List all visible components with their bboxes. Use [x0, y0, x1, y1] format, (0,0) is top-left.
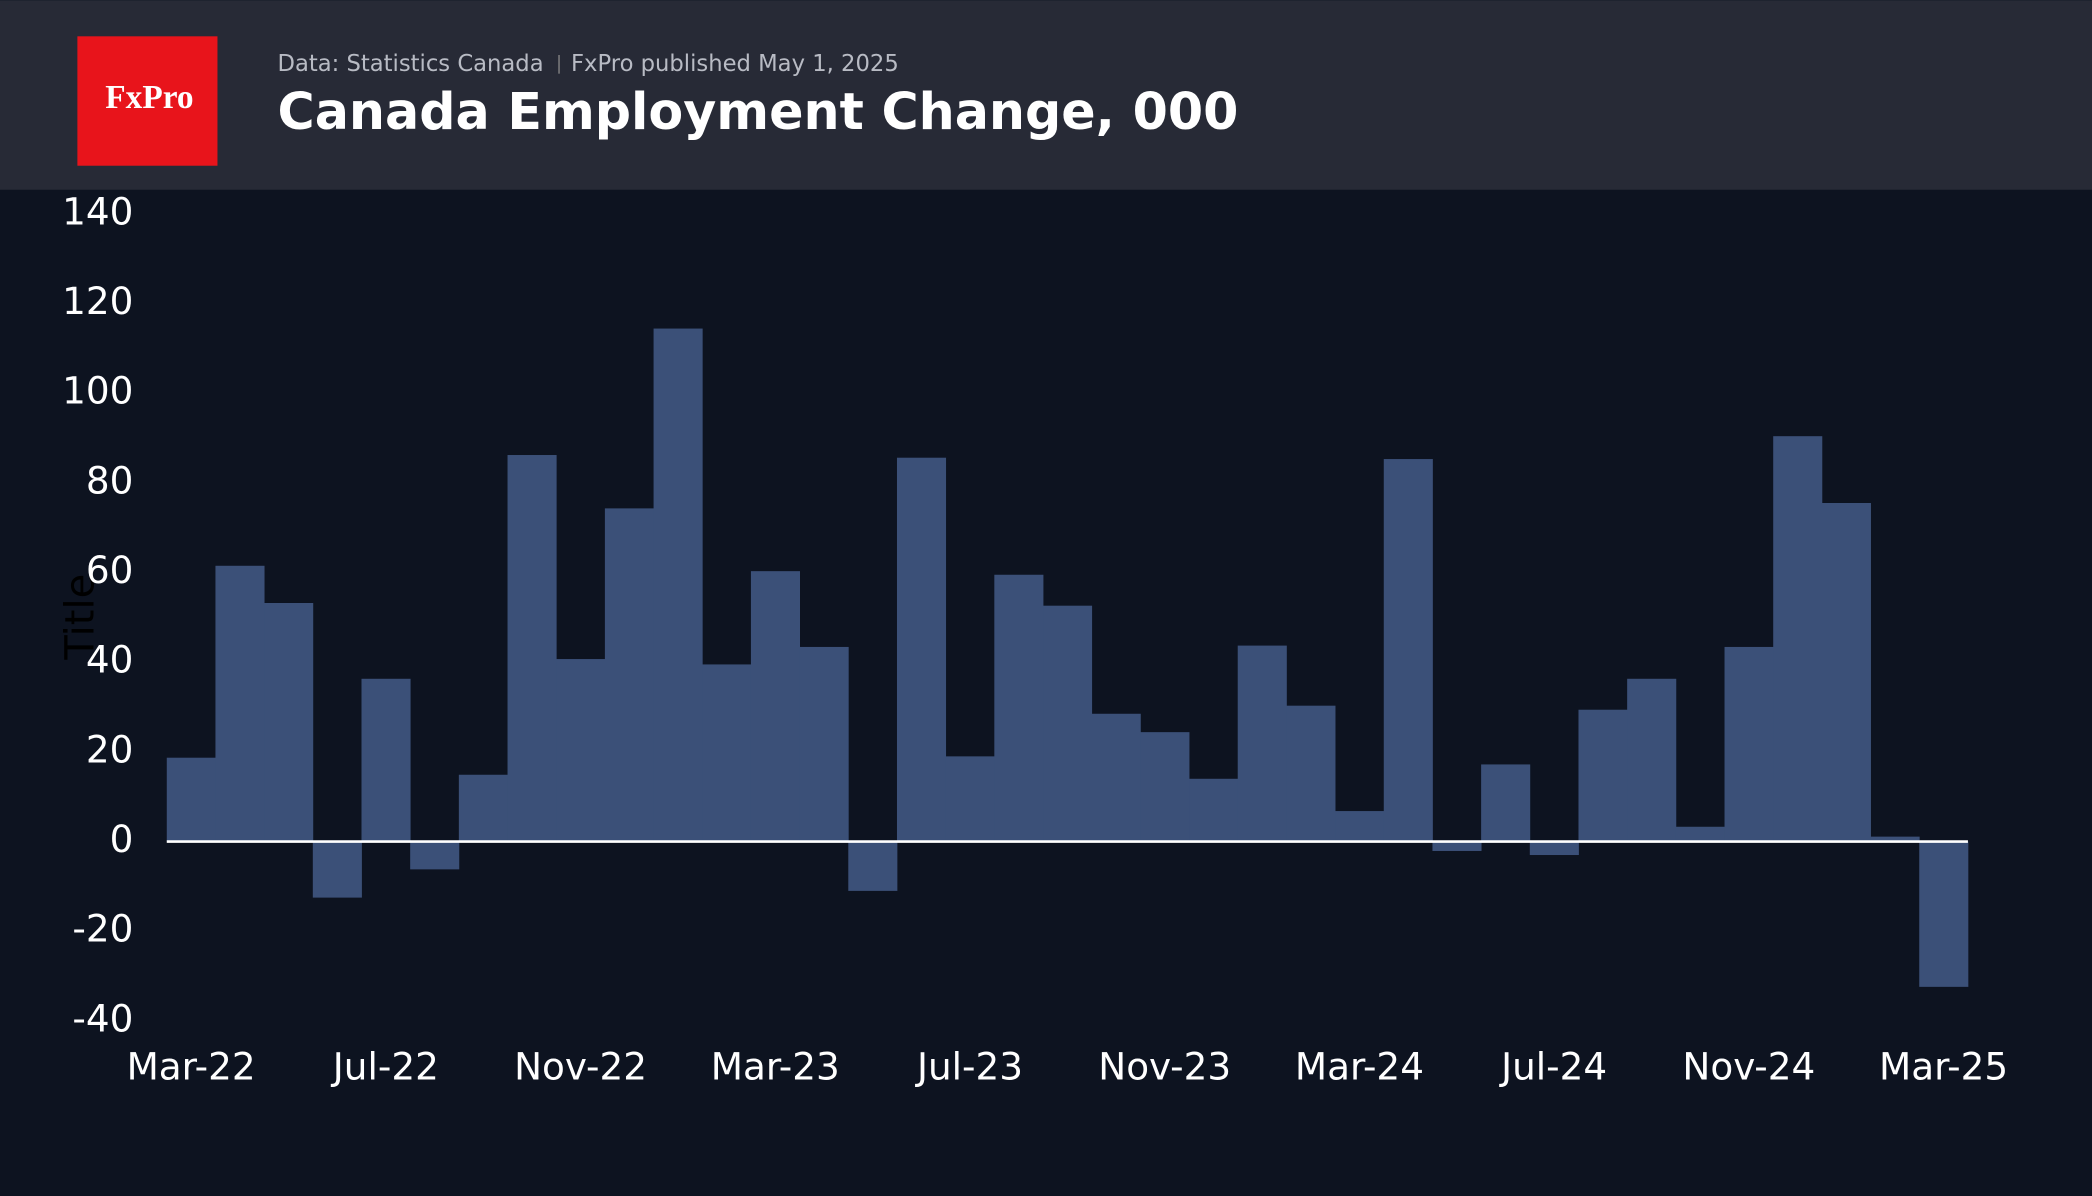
bar	[458, 774, 508, 842]
bar	[702, 664, 752, 842]
y-tick-label: 80	[86, 458, 134, 502]
x-tick-label: Jul-23	[915, 1044, 1023, 1088]
y-tick-label: 20	[86, 727, 134, 771]
x-tick-label: Jul-24	[1499, 1044, 1607, 1088]
y-tick-label: 100	[62, 369, 133, 413]
bar	[848, 841, 898, 891]
bar	[799, 646, 849, 842]
bar	[1919, 841, 1969, 987]
bar	[1578, 709, 1628, 842]
chart-title: Canada Employment Change, 000	[278, 82, 1239, 141]
bar	[215, 565, 265, 842]
bar	[507, 455, 557, 842]
bar	[994, 574, 1044, 842]
x-tick-label: Mar-25	[1879, 1044, 2008, 1088]
bar	[1529, 841, 1579, 856]
x-tick-label: Mar-22	[127, 1044, 256, 1088]
x-tick-label: Nov-24	[1682, 1044, 1815, 1088]
bar	[1286, 705, 1336, 842]
y-tick-label: 120	[62, 279, 133, 323]
bar	[361, 678, 411, 842]
bar	[750, 571, 801, 842]
bar	[1724, 646, 1774, 842]
y-tick-label: 140	[62, 189, 133, 233]
y-axis-label: Title	[58, 574, 104, 661]
bar	[312, 841, 362, 898]
x-tick-label: Mar-24	[1295, 1044, 1424, 1088]
logo: FxPro	[105, 79, 193, 116]
bar	[1870, 836, 1920, 842]
bar	[1675, 826, 1725, 842]
y-tick-label: -40	[72, 996, 133, 1040]
logo-box	[77, 36, 218, 166]
bar	[1237, 645, 1287, 842]
source: Data: Statistics Canada	[278, 51, 544, 77]
y-tick-label: 60	[86, 548, 134, 592]
bar	[604, 508, 654, 842]
bar	[945, 756, 995, 842]
bar	[166, 757, 216, 842]
y-tick-label: -20	[72, 907, 133, 951]
x-tick-label: Mar-23	[711, 1044, 840, 1088]
y-tick-label: 40	[86, 638, 134, 682]
bar	[1043, 605, 1093, 842]
bar	[1432, 841, 1482, 851]
bar	[410, 841, 460, 870]
header	[0, 0, 2092, 190]
bar	[264, 602, 314, 842]
bar	[1481, 764, 1531, 842]
x-tick-label: Jul-22	[331, 1044, 439, 1088]
bar	[556, 659, 606, 842]
bar	[1091, 713, 1141, 842]
bar	[1335, 811, 1385, 842]
y-tick-label: 0	[110, 817, 134, 861]
bar	[1773, 436, 1823, 842]
x-tick-label: Nov-23	[1098, 1044, 1231, 1088]
bar	[1189, 778, 1239, 842]
x-tick-label: Nov-22	[514, 1044, 647, 1088]
published: FxPro published May 1, 2025	[571, 51, 899, 77]
bar	[1140, 732, 1190, 842]
bar	[896, 457, 947, 842]
bar	[1383, 459, 1433, 842]
bar	[1821, 502, 1871, 842]
bar	[653, 328, 703, 842]
bar	[1627, 678, 1677, 842]
